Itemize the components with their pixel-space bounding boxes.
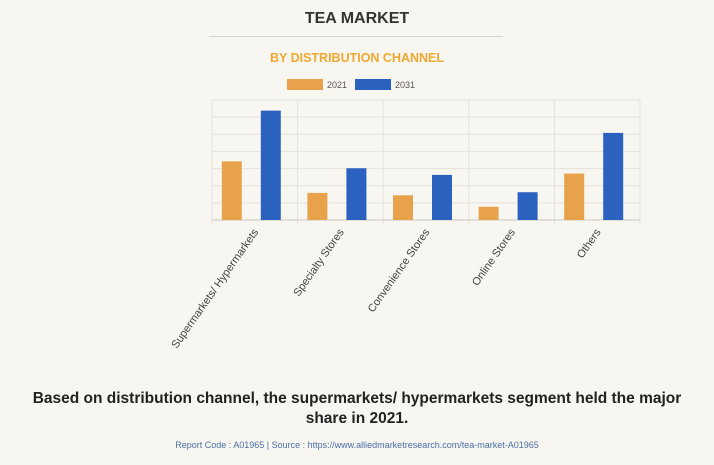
chart-subtitle: BY DISTRIBUTION CHANNEL [269, 51, 445, 65]
bar-2031 [260, 110, 281, 220]
x-tick-label: Others [575, 226, 604, 260]
bar-2031 [346, 168, 367, 220]
legend-label-2021: 2021 [327, 79, 348, 90]
legend-label-2031: 2031 [395, 79, 416, 90]
bar-2031 [603, 132, 624, 220]
bar-2031 [432, 174, 452, 220]
bar-2021 [221, 161, 242, 220]
source-footer: Report Code : A01965 | Source : https://… [175, 440, 539, 450]
legend-swatch-2021 [287, 79, 323, 90]
bar-2021 [478, 206, 499, 220]
caption: Based on distribution channel, the super… [32, 390, 682, 427]
legend-swatch-2031 [355, 79, 392, 90]
x-tick-label: Supermarkets/ Hypermarkets [169, 226, 261, 350]
bar-2021 [393, 195, 413, 220]
bar-chart: Supermarkets/ Hypermarkets Specialty Stor… [169, 99, 641, 351]
x-tick-label: Convenience Stores [366, 226, 433, 314]
bar-2021 [307, 192, 328, 220]
bar-2031 [517, 192, 538, 220]
title-divider [209, 36, 503, 37]
bar-2021 [564, 173, 585, 220]
x-tick-label: Online Stores [470, 226, 518, 288]
legend: 2021 2031 [287, 79, 423, 90]
x-tick-label: Specialty Stores [291, 226, 347, 298]
chart-title: TEA MARKET [304, 10, 410, 27]
